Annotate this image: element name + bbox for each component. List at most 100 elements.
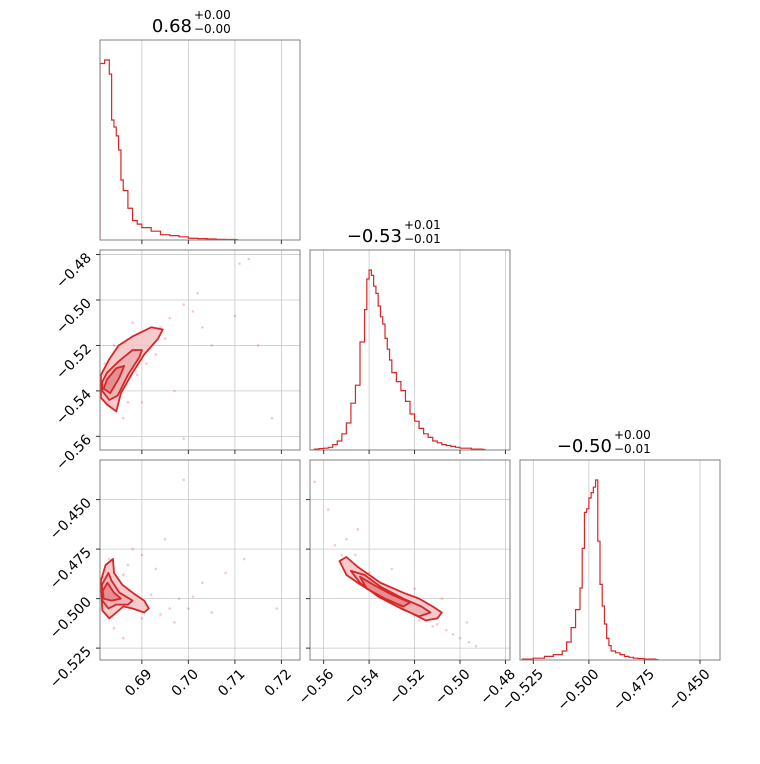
y-tick-label: −0.48: [53, 250, 95, 292]
contour-level-3: [101, 581, 122, 602]
scatter-point: [465, 621, 469, 624]
title-plus: +0.00: [194, 8, 231, 22]
y-tick-label: −0.525: [47, 644, 95, 692]
scatter-point: [431, 625, 435, 628]
panel-title-0: 0.68+0.00−0.00: [152, 8, 231, 37]
title-value: −0.53: [347, 226, 402, 247]
scatter-point: [256, 344, 260, 347]
scatter-point: [159, 325, 162, 329]
scatter-point: [201, 325, 204, 329]
title-minus: −0.01: [614, 442, 651, 456]
scatter-point: [182, 303, 186, 306]
scatter-point: [163, 537, 167, 541]
scatter-point: [354, 553, 357, 557]
title-plus: +0.01: [404, 218, 441, 232]
scatter-point: [159, 613, 162, 616]
scatter-point: [201, 581, 204, 585]
scatter-point: [356, 528, 360, 531]
x-tick-label: 0.69: [122, 666, 155, 699]
scatter-point: [313, 480, 316, 484]
scatter-point: [224, 571, 227, 575]
scatter-point: [149, 593, 153, 596]
scatter-point: [112, 344, 116, 347]
histogram-p2: [521, 479, 659, 660]
x-tick-label: 0.71: [215, 666, 248, 699]
scatter-point: [182, 437, 186, 440]
scatter-point: [154, 353, 158, 356]
panel-title-1: −0.53+0.01−0.01: [347, 218, 441, 247]
scatter-point: [177, 597, 181, 600]
scatter-p1-p2: [313, 480, 478, 648]
scatter-point: [163, 337, 167, 340]
contour-level-3: [359, 575, 411, 608]
scatter-point: [242, 557, 246, 561]
y-tick-label: −0.500: [47, 594, 95, 642]
title-plus: +0.00: [614, 428, 651, 442]
panel-frame: [99, 459, 301, 661]
scatter-point: [196, 291, 199, 295]
x-tick-label: −0.56: [296, 666, 338, 708]
contour-p0-p2: [100, 558, 150, 620]
panel-frame: [99, 39, 301, 241]
scatter-point: [340, 553, 344, 557]
x-tick-label: −0.52: [387, 666, 429, 708]
scatter-point: [173, 389, 176, 393]
scatter-point: [390, 567, 394, 571]
scatter-point: [131, 547, 134, 551]
scatter-point: [238, 262, 241, 265]
x-tick-label: −0.450: [666, 666, 714, 714]
scatter-point: [191, 310, 195, 313]
panel-frame: [309, 249, 511, 451]
panel-r2-c0: [100, 460, 300, 660]
scatter-point: [103, 362, 106, 365]
scatter-point: [326, 508, 330, 511]
contour-p1-p2: [338, 556, 443, 622]
x-tick-label: 0.72: [262, 666, 295, 699]
scatter-point: [275, 607, 279, 610]
x-tick-label: 0.70: [169, 666, 202, 699]
y-tick-label: −0.475: [47, 545, 95, 593]
scatter-point: [333, 543, 337, 547]
y-tick-label: −0.52: [53, 341, 95, 383]
scatter-point: [112, 627, 116, 630]
y-tick-label: −0.450: [47, 495, 95, 543]
scatter-point: [440, 597, 444, 600]
scatter-point: [247, 257, 251, 261]
title-value: 0.68: [152, 16, 192, 37]
scatter-point: [121, 636, 125, 640]
y-tick-label: −0.56: [53, 432, 95, 474]
scatter-point: [135, 373, 139, 377]
scatter-point: [140, 617, 144, 620]
histogram-step-line: [521, 479, 659, 660]
scatter-point: [187, 607, 190, 610]
x-tick-label: −0.475: [610, 666, 658, 714]
panel-r2-c2: [532, 460, 701, 660]
histogram-p0: [100, 59, 238, 240]
histogram-step-line: [310, 269, 486, 450]
panel-frame: [99, 249, 301, 451]
scatter-point: [168, 316, 172, 320]
scatter-point: [108, 557, 111, 561]
x-tick-label: −0.500: [555, 666, 603, 714]
contour-level-3: [102, 364, 126, 395]
scatter-point: [126, 400, 130, 404]
y-tick-label: −0.50: [53, 296, 95, 338]
y-tick-label: −0.54: [53, 386, 95, 428]
panel-title-2: −0.50+0.00−0.01: [557, 428, 651, 457]
scatter-point: [233, 314, 237, 318]
scatter-p0-p2: [103, 478, 279, 640]
scatter-point: [145, 362, 148, 365]
scatter-point: [210, 344, 213, 347]
scatter-point: [417, 619, 421, 622]
scatter-point: [168, 607, 172, 610]
scatter-point: [140, 553, 144, 557]
scatter-point: [126, 563, 130, 567]
panel-r0-c0: [141, 40, 282, 240]
scatter-point: [445, 628, 448, 632]
scatter-point: [154, 567, 158, 571]
scatter-point: [173, 621, 176, 624]
title-value: −0.50: [557, 436, 612, 457]
scatter-point: [413, 587, 416, 591]
scatter-point: [131, 321, 134, 325]
